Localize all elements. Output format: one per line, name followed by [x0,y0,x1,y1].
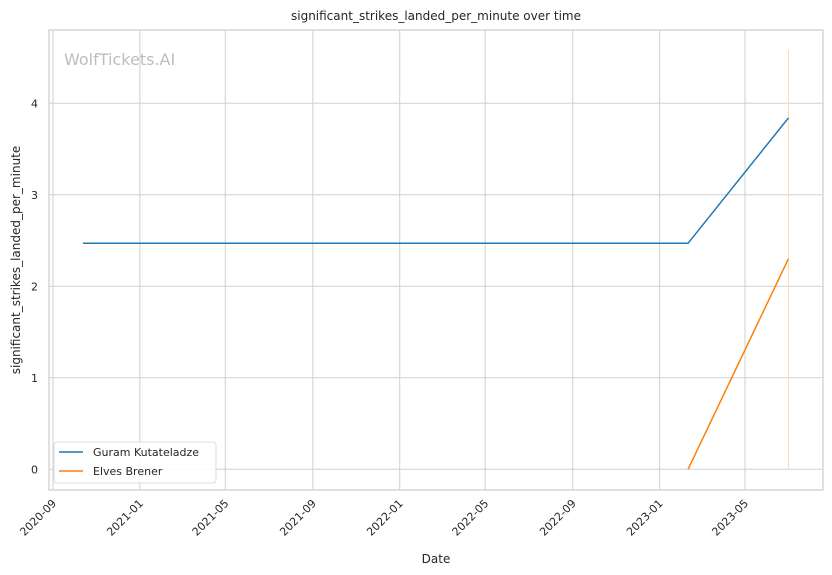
legend-label-elves: Elves Brener [93,465,163,478]
grid [49,30,823,490]
y-tick-label: 1 [31,372,38,385]
legend-label-guram: Guram Kutateladze [93,446,199,459]
y-tick-label: 3 [31,189,38,202]
x-tick-label: 2022-09 [537,497,579,539]
x-axis-label: Date [422,552,451,566]
y-axis-label: significant_strikes_landed_per_minute [9,146,23,375]
y-tick-label: 4 [31,97,38,110]
y-tick-label: 2 [31,280,38,293]
series-line-guram-kutateladze [82,117,790,245]
x-tick-label: 2022-01 [364,497,406,539]
x-tick-label: 2020-09 [17,497,59,539]
y-tick-label: 0 [31,463,38,476]
x-tick-label: 2021-01 [104,497,146,539]
x-tick-label: 2021-05 [190,497,232,539]
x-tick-label: 2023-05 [709,497,751,539]
plot-area [48,29,824,491]
x-tick-label: 2023-01 [624,497,666,539]
watermark: WolfTickets.AI [64,50,175,69]
series-line-elves-brener [687,258,790,470]
series-lines [82,50,790,470]
chart-title: significant_strikes_landed_per_minute ov… [291,9,581,23]
x-tick-label: 2022-05 [450,497,492,539]
x-tick-label: 2021-09 [277,497,319,539]
legend: Guram Kutateladze Elves Brener [53,441,217,484]
